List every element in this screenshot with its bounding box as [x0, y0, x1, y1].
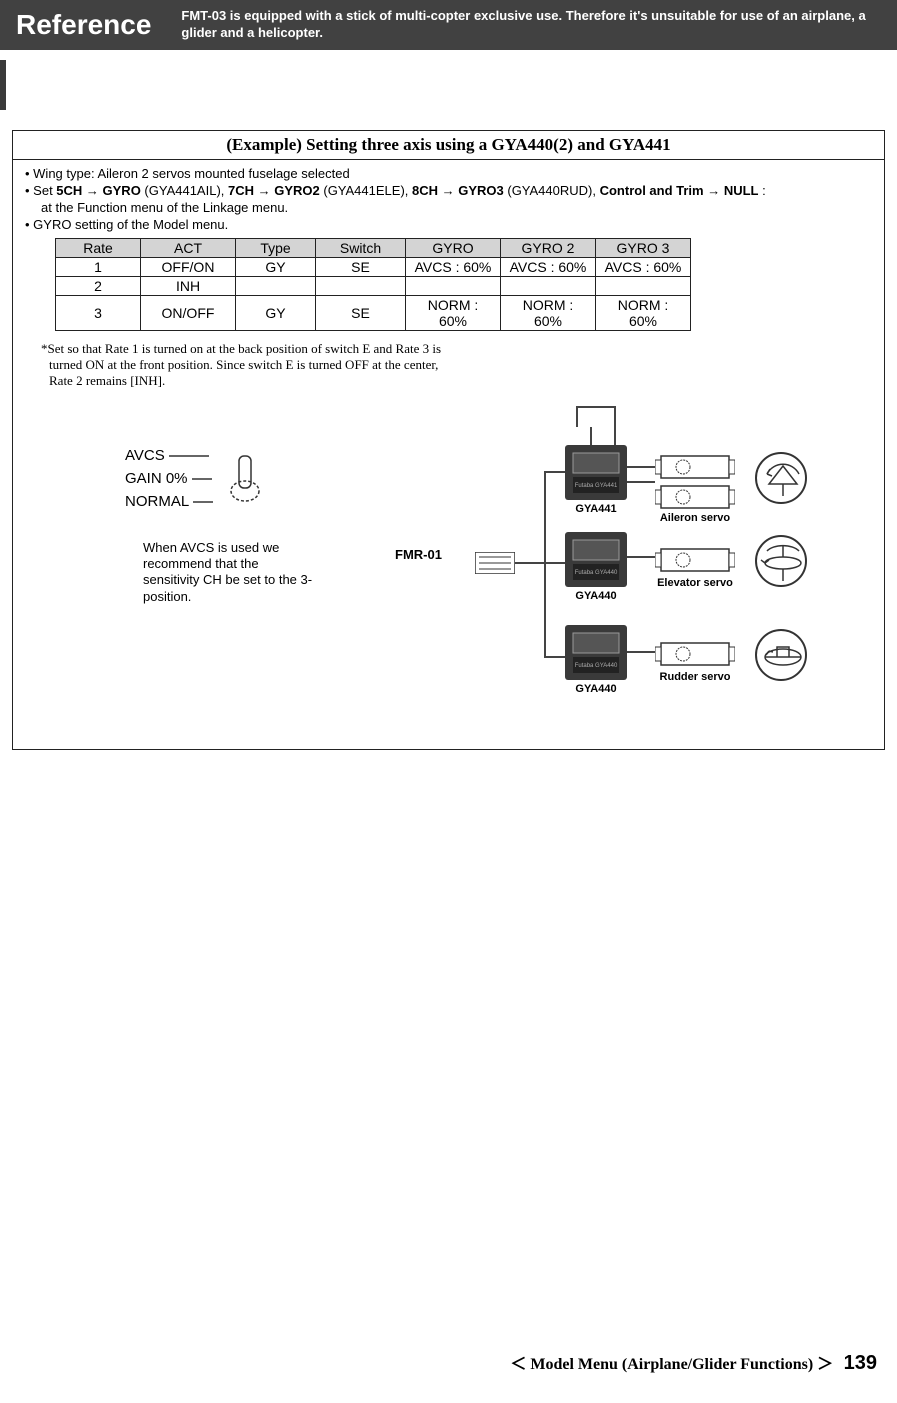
- gyro-label-2: GYA440: [561, 590, 631, 602]
- switch-block: AVCS GAIN 0% NORMAL When AVCS is used we…: [25, 397, 315, 737]
- gyro-box-1: Futaba GYA441: [565, 445, 627, 500]
- footer-section: ＜ Model Menu (Airplane/Glider Functions)…: [510, 1356, 833, 1373]
- servo-label-1: Aileron servo: [650, 512, 740, 524]
- th-rate: Rate: [56, 238, 141, 257]
- rate-note: *Set so that Rate 1 is turned on at the …: [37, 337, 467, 389]
- accent-line: [0, 60, 897, 110]
- box-body: • Wing type: Aileron 2 servos mounted fu…: [13, 160, 884, 749]
- header-title: Reference: [16, 9, 151, 41]
- bullet-set-line2: at the Function menu of the Linkage menu…: [25, 200, 872, 215]
- bullet-wing-type: • Wing type: Aileron 2 servos mounted fu…: [25, 166, 872, 181]
- table-header-row: Rate ACT Type Switch GYRO GYRO 2 GYRO 3: [56, 238, 691, 257]
- box-title: (Example) Setting three axis using a GYA…: [13, 131, 884, 160]
- gyro-box-3: Futaba GYA440: [565, 625, 627, 680]
- servo-icon-2: [655, 545, 735, 575]
- th-switch: Switch: [316, 238, 406, 257]
- servo-label-2: Elevator servo: [650, 577, 740, 589]
- servo-icon-3: [655, 639, 735, 669]
- switch-labels: AVCS GAIN 0% NORMAL: [125, 447, 315, 510]
- th-type: Type: [236, 238, 316, 257]
- label-normal: NORMAL: [125, 493, 315, 510]
- switch-note: When AVCS is used we recommend that the …: [125, 540, 315, 605]
- roll-axis-icon: [755, 452, 807, 504]
- wiring-diagram: FMR-01 Futaba GYA441 GYA441: [315, 397, 872, 737]
- bullet-list: • Wing type: Aileron 2 servos mounted fu…: [25, 166, 872, 232]
- th-gyro2: GYRO 2: [501, 238, 596, 257]
- svg-text:Futaba GYA440: Futaba GYA440: [575, 570, 618, 576]
- th-act: ACT: [141, 238, 236, 257]
- footer: ＜ Model Menu (Airplane/Glider Functions)…: [0, 1350, 897, 1391]
- gyro-box-2: Futaba GYA440: [565, 532, 627, 587]
- gyro-label-3: GYA440: [561, 683, 631, 695]
- th-gyro3: GYRO 3: [596, 238, 691, 257]
- label-gain: GAIN 0%: [125, 470, 315, 487]
- table-row: 3ON/OFFGYSENORM : 60%NORM : 60%NORM : 60…: [56, 295, 691, 330]
- servo-icon-1: [655, 452, 735, 482]
- table-row: 2INH: [56, 276, 691, 295]
- svg-text:Futaba GYA441: Futaba GYA441: [575, 483, 618, 489]
- header-subtitle: FMT-03 is equipped with a stick of multi…: [181, 8, 881, 42]
- table-row: 1OFF/ONGYSEAVCS : 60%AVCS : 60%AVCS : 60…: [56, 257, 691, 276]
- diagram-area: AVCS GAIN 0% NORMAL When AVCS is used we…: [25, 397, 872, 737]
- gyro-label-1: GYA441: [561, 503, 631, 515]
- example-box: (Example) Setting three axis using a GYA…: [12, 130, 885, 750]
- bullet-set-channels: • Set 5CH → GYRO (GYA441AIL), 7CH → GYRO…: [25, 183, 872, 198]
- page-number: 139: [844, 1352, 877, 1374]
- header-bar: Reference FMT-03 is equipped with a stic…: [0, 0, 897, 50]
- svg-text:Futaba GYA440: Futaba GYA440: [575, 663, 618, 669]
- rate-table: Rate ACT Type Switch GYRO GYRO 2 GYRO 3 …: [55, 238, 691, 331]
- switch-icon: [225, 446, 265, 506]
- pitch-axis-icon: [755, 535, 807, 587]
- servo-icon-1b: [655, 482, 735, 512]
- bullet-gyro-setting: • GYRO setting of the Model menu.: [25, 217, 872, 232]
- yaw-axis-icon: [755, 629, 807, 681]
- servo-label-3: Rudder servo: [650, 671, 740, 683]
- th-gyro: GYRO: [406, 238, 501, 257]
- label-avcs: AVCS: [125, 447, 315, 464]
